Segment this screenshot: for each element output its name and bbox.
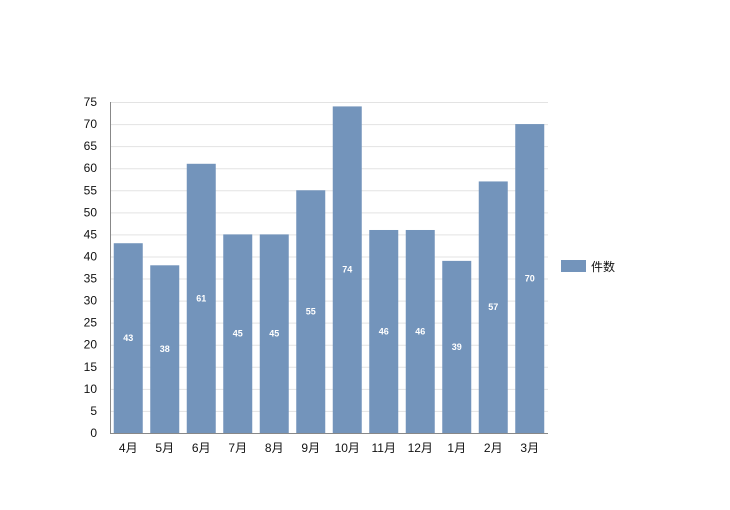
x-tick-label: 4月 — [119, 441, 138, 455]
bar — [186, 163, 216, 433]
y-tick-label: 55 — [84, 183, 98, 197]
bar — [332, 106, 362, 433]
bar — [405, 229, 435, 433]
x-tick-label: 12月 — [408, 441, 433, 455]
bar — [296, 190, 326, 433]
y-tick-label: 30 — [84, 294, 98, 308]
y-tick-label: 45 — [84, 227, 98, 241]
bar — [150, 265, 180, 433]
y-tick-label: 15 — [84, 360, 98, 374]
bar-value-label: 55 — [306, 307, 316, 317]
x-tick-label: 5月 — [155, 441, 174, 455]
legend: 件数 — [561, 259, 615, 274]
bar-value-label: 45 — [233, 329, 243, 339]
bar-value-label: 39 — [452, 342, 462, 352]
y-tick-label: 75 — [84, 95, 98, 109]
axes — [110, 102, 548, 434]
bar-value-label: 43 — [123, 333, 133, 343]
x-tick-label: 9月 — [301, 441, 320, 455]
x-tick-label: 1月 — [447, 441, 466, 455]
bar — [478, 181, 508, 433]
y-tick-label: 60 — [84, 161, 98, 175]
bar-value-label: 57 — [488, 302, 498, 312]
bar — [223, 234, 253, 433]
bar-value-label: 46 — [379, 326, 389, 336]
y-tick-labels: 0 5 10 15 20 25 30 35 40 45 50 55 60 65 70 75 — [84, 95, 98, 440]
y-tick-label: 20 — [84, 338, 98, 352]
x-tick-label: 10月 — [335, 441, 360, 455]
x-tick-label: 8月 — [265, 441, 284, 455]
legend-swatch — [561, 260, 586, 272]
bar — [113, 243, 143, 433]
bar-value-label: 61 — [196, 293, 206, 303]
y-tick-label: 35 — [84, 272, 98, 286]
bar-value-label: 45 — [269, 329, 279, 339]
y-tick-label: 70 — [84, 117, 98, 131]
bar — [515, 124, 545, 434]
y-tick-label: 5 — [90, 404, 97, 418]
bar — [259, 234, 289, 433]
x-tick-label: 2月 — [484, 441, 503, 455]
bar — [442, 260, 472, 433]
bar-value-label: 46 — [415, 326, 425, 336]
y-tick-label: 0 — [90, 426, 97, 440]
bar — [369, 229, 399, 433]
legend-label: 件数 — [591, 259, 615, 274]
y-tick-label: 65 — [84, 139, 98, 153]
x-tick-label: 6月 — [192, 441, 211, 455]
y-tick-label: 40 — [84, 249, 98, 263]
x-tick-label: 3月 — [520, 441, 539, 455]
x-tick-label: 7月 — [228, 441, 247, 455]
bar-value-label: 74 — [342, 265, 352, 275]
x-tick-label: 11月 — [372, 441, 396, 455]
bar-value-label: 70 — [525, 274, 535, 284]
y-tick-label: 10 — [84, 382, 98, 396]
y-tick-label: 25 — [84, 316, 98, 330]
grid-lines — [110, 102, 548, 412]
x-tick-labels: 4月 5月 6月 7月 8月 9月 10月 11月 12月 1月 2月 3月 — [119, 441, 539, 455]
bars: 43 38 61 45 45 55 74 46 46 39 57 70 — [113, 106, 545, 434]
y-tick-label: 50 — [84, 205, 98, 219]
bar-value-label: 38 — [160, 344, 170, 354]
